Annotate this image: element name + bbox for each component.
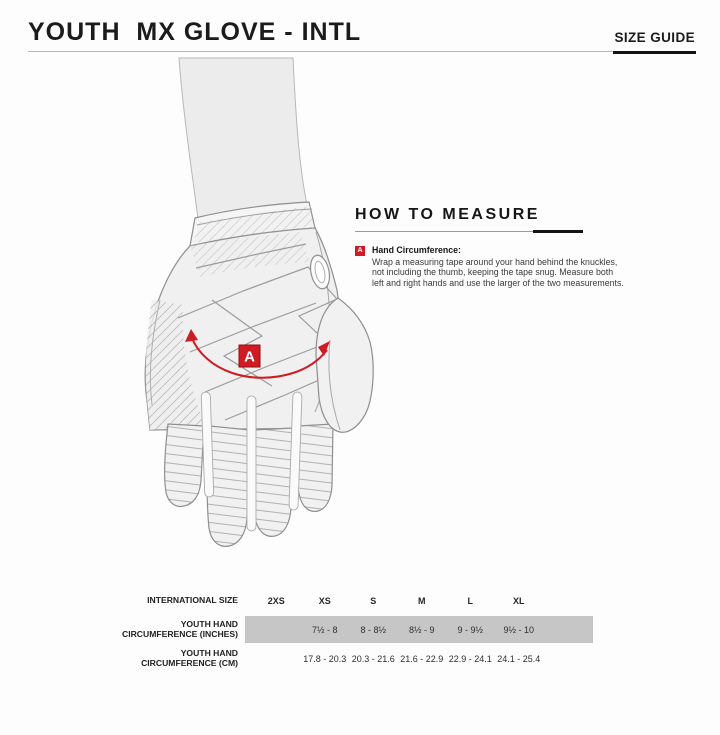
header-divider xyxy=(28,51,696,52)
marker-a-letter: A xyxy=(244,349,255,366)
inches-cell: 8 - 8½ xyxy=(360,624,386,635)
glove-thumb xyxy=(315,297,374,433)
measurement-arc xyxy=(185,329,330,379)
table-row-sizes: INTERNATIONAL SIZE 2XS XS S M L XL xyxy=(0,593,543,609)
table-row-inches: YOUTH HAND CIRCUMFERENCE (INCHES) 7½ - 8… xyxy=(0,616,543,643)
inches-cell: 7½ - 8 xyxy=(311,624,338,635)
table-row-cm: YOUTH HAND CIRCUMFERENCE (CM) 17.8 - 20.… xyxy=(0,646,543,672)
cm-cell: 20.3 - 21.6 xyxy=(351,654,395,664)
legend-text: Hand Circumference: Wrap a measuring tap… xyxy=(372,245,624,288)
cm-cell: 21.6 - 22.9 xyxy=(400,654,444,664)
page-title: YOUTH MX GLOVE - INTL xyxy=(28,18,362,46)
legend-line-3: left and right hands and use the larger … xyxy=(372,277,624,288)
legend-line-2: not including the thumb, keeping the tap… xyxy=(372,267,614,278)
size-cell: M xyxy=(418,596,426,606)
hand-circumference-label: Hand Circumference: xyxy=(372,245,461,255)
size-cell: L xyxy=(467,596,474,606)
arc-arrowhead-right xyxy=(318,341,330,356)
how-to-measure-heading: HOW TO MEASURE xyxy=(355,206,540,223)
forearm-shape xyxy=(178,57,308,220)
size-cell: 2XS xyxy=(267,596,285,606)
tab-size-guide[interactable]: SIZE GUIDE xyxy=(613,30,696,54)
size-cell: XL xyxy=(512,596,525,606)
table-highlight-band xyxy=(245,616,593,643)
cm-cell: 24.1 - 25.4 xyxy=(497,654,541,664)
marker-a-illustration: A xyxy=(238,344,261,368)
legend-line-1: Wrap a measuring tape around your hand b… xyxy=(372,256,618,267)
hand-circumference-legend: A Hand Circumference: Wrap a measuring t… xyxy=(355,245,647,288)
size-cell: XS xyxy=(318,596,331,606)
how-to-measure-section: HOW TO MEASURE A Hand Circumference: Wra… xyxy=(355,206,647,288)
row-label: INTERNATIONAL SIZE xyxy=(147,595,238,606)
marker-a-legend: A xyxy=(355,246,365,256)
size-cell: S xyxy=(370,596,377,606)
arc-arrowhead-left xyxy=(185,329,198,342)
measure-divider xyxy=(355,230,583,235)
row-label: YOUTH HAND CIRCUMFERENCE (INCHES) xyxy=(121,618,238,639)
glove-illustration: A xyxy=(144,57,374,547)
glove-fingers xyxy=(163,423,334,547)
inches-cell: 8½ - 9 xyxy=(408,624,435,635)
row-label: YOUTH HAND CIRCUMFERENCE (CM) xyxy=(141,648,238,668)
glove-graphic-lines xyxy=(177,243,338,421)
cm-cell: 17.8 - 20.3 xyxy=(303,654,347,664)
cuff-hang-loop xyxy=(309,254,331,290)
finger-grooves xyxy=(200,391,303,532)
cm-cell: 22.9 - 24.1 xyxy=(448,654,492,664)
inches-cell: 9½ - 10 xyxy=(503,624,535,635)
measure-divider-accent xyxy=(533,230,583,233)
inches-cell: 9 - 9½ xyxy=(457,624,483,635)
